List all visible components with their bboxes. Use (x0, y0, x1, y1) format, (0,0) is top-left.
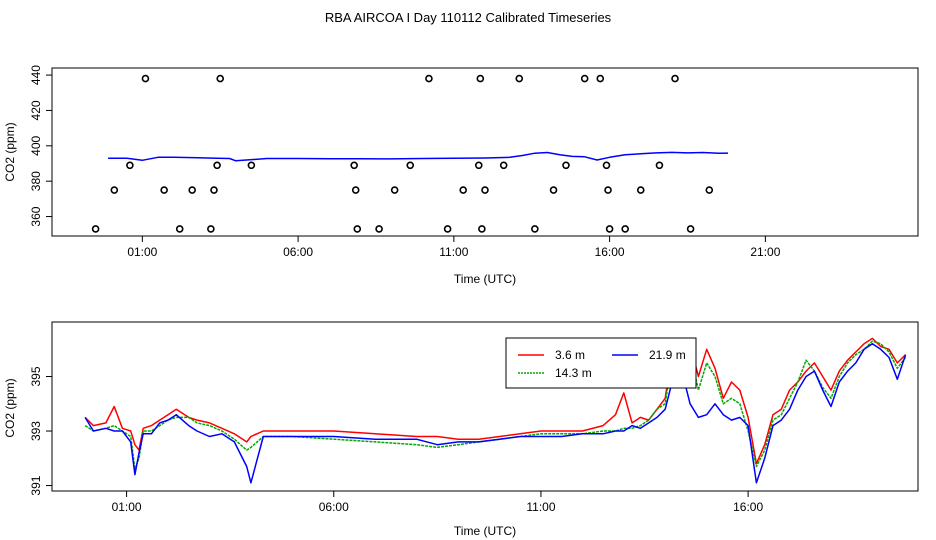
top-point (481, 186, 489, 194)
top-point (562, 161, 570, 170)
top-point (210, 186, 218, 194)
top-point (126, 161, 134, 170)
top-point (353, 225, 362, 233)
top-point (671, 74, 679, 83)
bottom-yticks: 391 393 395 (29, 366, 52, 496)
top-point (604, 186, 612, 194)
top-point (531, 225, 539, 233)
top-ylabel: CO2 (ppm) (3, 122, 17, 181)
top-point (110, 186, 119, 194)
top-xtick-label: 11:00 (439, 245, 468, 259)
top-plot-frame (51, 67, 919, 237)
legend-label-3-6m: 3.6 m (555, 348, 585, 362)
top-point (636, 186, 645, 194)
legend-label-21-9m: 21.9 m (649, 348, 686, 362)
top-point (459, 186, 467, 194)
top-point (474, 161, 483, 170)
bottom-ytick-label: 395 (29, 366, 43, 386)
bottom-ytick-label: 391 (29, 475, 43, 495)
chart-title: RBA AIRCOA I Day 110112 Calibrated Times… (325, 10, 612, 25)
top-point (351, 186, 360, 194)
top-series (91, 74, 729, 233)
top-line-measurement (108, 151, 729, 162)
top-point (390, 186, 399, 194)
top-ytick-label: 360 (29, 206, 43, 226)
bottom-xtick-label: 01:00 (112, 500, 142, 514)
top-xticks: 01:00 06:00 11:00 16:00 21:00 (127, 236, 781, 259)
top-point (350, 161, 358, 170)
bottom-ytick-label: 393 (29, 421, 43, 441)
top-xtick-label: 01:00 (127, 245, 157, 259)
bottom-xtick-label: 16:00 (733, 500, 763, 514)
top-ytick-label: 380 (29, 171, 43, 191)
legend: 3.6 m 14.3 m 21.9 m (505, 337, 697, 389)
bottom-line-21-9-m (84, 343, 907, 484)
top-point (91, 225, 100, 233)
bottom-plot-frame (51, 321, 919, 492)
bottom-line-3-6-m (84, 337, 907, 465)
top-point (499, 161, 508, 170)
top-point (443, 225, 452, 233)
bottom-xticks: 01:00 06:00 11:00 16:00 (112, 491, 763, 514)
top-point (605, 225, 614, 233)
top-point (478, 225, 486, 233)
top-point (686, 225, 695, 233)
legend-box (505, 337, 697, 389)
top-point (425, 74, 433, 83)
top-point (705, 186, 714, 194)
top-xtick-label: 06:00 (283, 245, 313, 259)
top-panel: Time (UTC) CO2 (ppm) 01:00 06:00 11:00 16:0… (3, 65, 919, 286)
top-ytick-label: 440 (29, 65, 43, 85)
top-xlabel: Time (UTC) (454, 272, 516, 286)
top-point (596, 74, 605, 83)
top-point (213, 161, 221, 170)
top-point (515, 74, 524, 83)
top-point (621, 225, 629, 233)
top-ytick-label: 420 (29, 100, 43, 120)
bottom-series (84, 337, 907, 484)
top-point (216, 74, 225, 83)
top-point (549, 186, 558, 194)
top-point (602, 161, 611, 170)
top-point (476, 74, 485, 83)
top-xtick-label: 16:00 (595, 245, 625, 259)
top-yticks: 360 380 400 420 440 (29, 65, 52, 227)
top-point (247, 161, 256, 170)
top-point (188, 186, 196, 194)
top-point (375, 225, 383, 233)
top-point (141, 74, 150, 83)
bottom-xlabel: Time (UTC) (454, 524, 516, 538)
top-point (207, 225, 215, 233)
top-xtick-label: 21:00 (750, 245, 780, 259)
bottom-panel: Time (UTC) CO2 (ppm) 01:00 06:00 11:00 16:0… (3, 321, 919, 538)
top-point (655, 161, 664, 170)
bottom-xtick-label: 06:00 (319, 500, 349, 514)
bottom-xtick-label: 11:00 (526, 500, 555, 514)
top-point (160, 186, 168, 194)
top-point (406, 161, 415, 170)
top-point (580, 74, 589, 83)
legend-label-14-3m: 14.3 m (555, 366, 592, 380)
top-point (175, 225, 184, 233)
top-ytick-label: 400 (29, 135, 43, 155)
bottom-ylabel: CO2 (ppm) (3, 378, 17, 437)
